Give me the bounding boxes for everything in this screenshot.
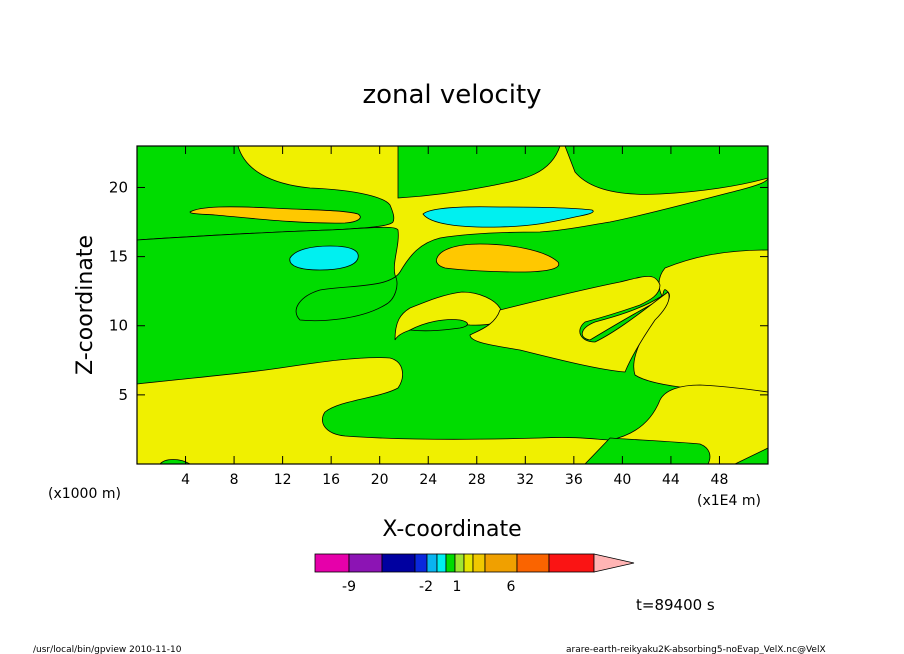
colorbar-swatch (414, 553, 428, 573)
x-tick-label: 36 (565, 472, 583, 488)
footer-left: /usr/local/bin/gpview 2010-11-10 (33, 645, 182, 654)
plot-frame (136, 145, 769, 465)
y-tick-label: 5 (118, 386, 128, 404)
x-tick-label: 12 (274, 472, 292, 488)
x-tick-label: 4 (181, 472, 190, 488)
contour-region-green (408, 319, 468, 332)
colorbar-labels: -9 -2 1 6 (342, 579, 516, 595)
x-axis-ticks: 4 8 12 16 20 24 28 32 36 40 44 48 (181, 146, 728, 488)
colorbar-swatch (381, 553, 416, 573)
y-tick-label: 10 (109, 317, 128, 335)
x-tick-label: 40 (613, 472, 631, 488)
colorbar-swatch (484, 553, 518, 573)
colorbar-label: -2 (419, 579, 433, 595)
y-tick-label: 15 (109, 248, 128, 266)
colorbar (314, 553, 635, 573)
contour-region-orange (436, 243, 560, 273)
colorbar-extend-arrow (593, 553, 635, 573)
contour-region-green (734, 447, 768, 464)
y-tick-label: 20 (109, 178, 128, 196)
contour-region-yellow (137, 357, 768, 464)
colorbar-swatch (516, 553, 550, 573)
colorbar-swatch (348, 553, 383, 573)
time-label: t=89400 s (636, 596, 715, 614)
x-unit-right-label: (x1E4 m) (697, 493, 761, 509)
x-tick-label: 8 (230, 472, 239, 488)
x-tick-label: 48 (711, 472, 729, 488)
colorbar-label: -9 (342, 579, 356, 595)
x-tick-label: 32 (516, 472, 534, 488)
contour-region-yellow (469, 275, 670, 373)
contour-region-cyan (289, 245, 359, 271)
footer-right: arare-earth-reikyaku2K-absorbing5-noEvap… (566, 645, 826, 654)
x-axis-label: X-coordinate (382, 517, 521, 542)
x-tick-label: 16 (322, 472, 340, 488)
colorbar-label: 6 (507, 579, 516, 595)
contour-region-green (584, 437, 711, 464)
x-tick-label: 24 (419, 472, 437, 488)
contour-region-orange (189, 206, 361, 224)
contour-region-green (397, 146, 561, 199)
colorbar-swatch (314, 553, 350, 573)
y-axis-ticks: 5 10 15 20 (109, 178, 768, 404)
x-unit-left-label: (x1000 m) (48, 486, 121, 502)
x-tick-label: 44 (662, 472, 680, 488)
colorbar-swatch (472, 553, 486, 573)
chart-title: zonal velocity (362, 80, 541, 110)
plot-area (136, 145, 769, 465)
colorbar-swatch (454, 553, 465, 573)
x-tick-label: 28 (468, 472, 486, 488)
colorbar-label: 1 (453, 579, 462, 595)
colorbar-swatch (463, 553, 474, 573)
colorbar-swatch (436, 553, 447, 573)
colorbar-swatch (445, 553, 456, 573)
colorbar-swatch (548, 553, 595, 573)
colorbar-swatch (426, 553, 438, 573)
y-axis-label: Z-coordinate (73, 235, 98, 375)
contour-region-cyan (422, 206, 594, 228)
x-tick-label: 20 (371, 472, 389, 488)
contour-region-green (564, 146, 768, 195)
